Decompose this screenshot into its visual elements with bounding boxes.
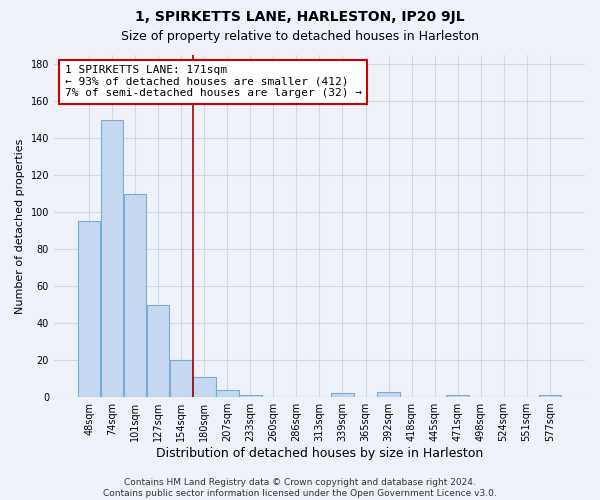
Y-axis label: Number of detached properties: Number of detached properties xyxy=(15,138,25,314)
Bar xyxy=(331,394,353,397)
Bar xyxy=(101,120,124,397)
Bar xyxy=(124,194,146,397)
Text: 1 SPIRKETTS LANE: 171sqm
← 93% of detached houses are smaller (412)
7% of semi-d: 1 SPIRKETTS LANE: 171sqm ← 93% of detach… xyxy=(65,66,362,98)
Bar xyxy=(170,360,193,397)
Text: Contains HM Land Registry data © Crown copyright and database right 2024.
Contai: Contains HM Land Registry data © Crown c… xyxy=(103,478,497,498)
X-axis label: Distribution of detached houses by size in Harleston: Distribution of detached houses by size … xyxy=(156,447,483,460)
Bar xyxy=(239,395,262,397)
Bar xyxy=(446,395,469,397)
Bar xyxy=(216,390,239,397)
Bar xyxy=(377,392,400,397)
Bar xyxy=(78,222,100,397)
Bar xyxy=(193,376,215,397)
Bar xyxy=(147,304,169,397)
Bar xyxy=(539,395,561,397)
Text: 1, SPIRKETTS LANE, HARLESTON, IP20 9JL: 1, SPIRKETTS LANE, HARLESTON, IP20 9JL xyxy=(135,10,465,24)
Text: Size of property relative to detached houses in Harleston: Size of property relative to detached ho… xyxy=(121,30,479,43)
